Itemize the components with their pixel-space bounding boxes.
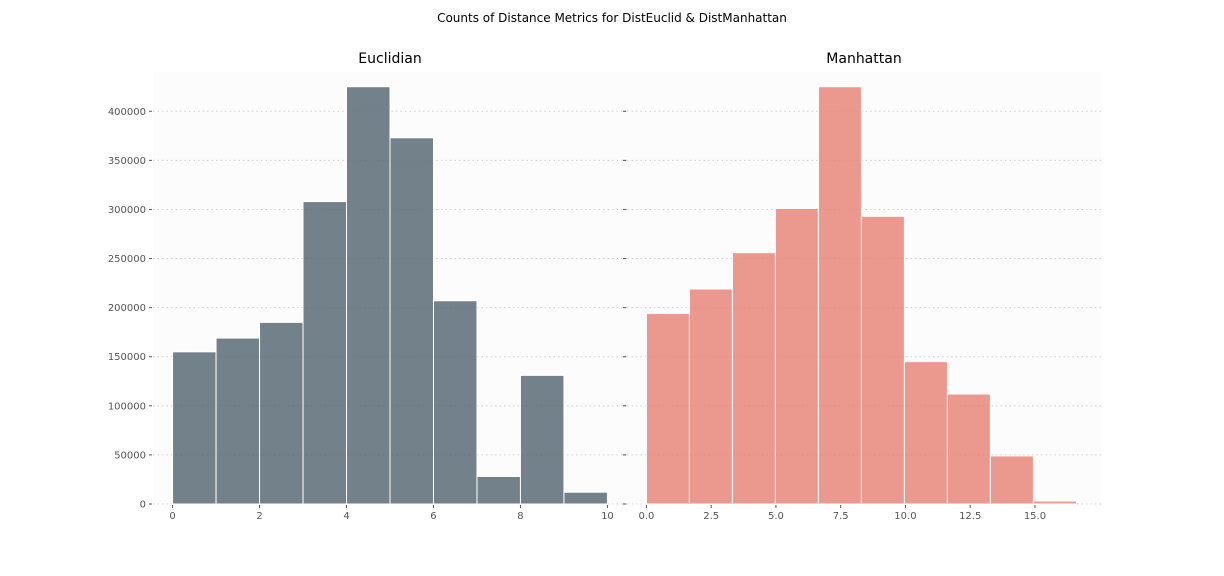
y-tick-label: 50000	[114, 450, 146, 461]
y-tick-label: 250000	[108, 254, 146, 265]
p1-bar-7	[946, 393, 991, 505]
x-tick-label: 7.5	[833, 511, 849, 522]
x-tick-label: 8	[517, 511, 523, 522]
p1-bar-1	[688, 288, 733, 505]
p0-bar-0	[172, 351, 217, 505]
y-tick-label: 150000	[108, 352, 146, 363]
y-tick-label: 100000	[108, 401, 146, 412]
y-tick-label: 0	[140, 500, 146, 511]
p1-bar-3	[774, 207, 819, 505]
p1-bar-0	[645, 313, 690, 505]
y-tick-label: 350000	[108, 156, 146, 167]
panel-title: Euclidian	[358, 51, 421, 67]
x-tick-label: 6	[430, 511, 436, 522]
p1-bar-4	[817, 86, 862, 505]
figure-title: Counts of Distance Metrics for DistEucli…	[437, 11, 787, 25]
x-tick-label: 4	[343, 511, 349, 522]
x-tick-label: 15.0	[1024, 511, 1046, 522]
x-tick-label: 12.5	[959, 511, 981, 522]
p0-bar-2	[259, 321, 304, 505]
x-tick-label: 2	[256, 511, 262, 522]
p1-bar-2	[731, 252, 776, 505]
p1-bar-8	[989, 455, 1034, 505]
x-tick-label: 5.0	[768, 511, 784, 522]
y-tick-label: 400000	[108, 107, 146, 118]
p0-bar-5	[389, 137, 434, 505]
x-tick-label: 0.0	[638, 511, 654, 522]
p0-bar-1	[215, 337, 261, 505]
x-tick-label: 0	[169, 511, 175, 522]
y-tick-label: 300000	[108, 205, 146, 216]
x-tick-label: 10	[601, 511, 614, 522]
p0-bar-7	[476, 476, 521, 505]
x-tick-label: 10.0	[894, 511, 916, 522]
x-tick-label: 2.5	[703, 511, 719, 522]
p1-bar-5	[860, 215, 905, 505]
p1-bar-6	[903, 361, 948, 505]
p0-bar-6	[432, 300, 478, 505]
p0-bar-4	[346, 86, 391, 505]
y-tick-label: 200000	[108, 303, 146, 314]
manhattan-panel: 0.0 2.5 5.0 7.5 10.0 12.5 15.0 Manhattan	[623, 51, 1101, 522]
p0-bar-9	[563, 491, 608, 505]
p0-bar-3	[302, 201, 348, 505]
p1-bar-9	[1032, 500, 1077, 505]
euclidian-panel: 0 50000 100000 150000 200000 250000 300000 3500…	[108, 51, 627, 522]
p0-bar-8	[519, 374, 565, 505]
panel-title: Manhattan	[826, 51, 901, 67]
